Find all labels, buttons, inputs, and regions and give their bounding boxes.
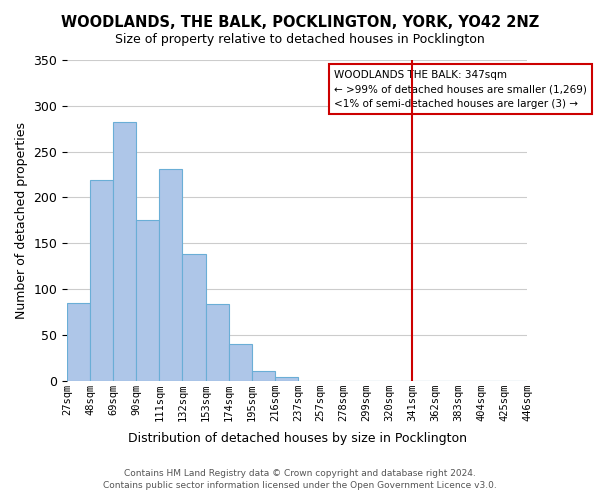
Bar (252, 370, 275, 380)
Bar (67, 302, 90, 380)
Text: WOODLANDS, THE BALK, POCKLINGTON, YORK, YO42 2NZ: WOODLANDS, THE BALK, POCKLINGTON, YORK, … (61, 15, 539, 30)
Text: WOODLANDS THE BALK: 347sqm
← >99% of detached houses are smaller (1,269)
<1% of : WOODLANDS THE BALK: 347sqm ← >99% of det… (334, 70, 587, 109)
Bar (206, 304, 229, 380)
Bar (229, 344, 252, 381)
X-axis label: Distribution of detached houses by size in Pocklington: Distribution of detached houses by size … (128, 432, 467, 445)
Text: Contains HM Land Registry data © Crown copyright and database right 2024.
Contai: Contains HM Land Registry data © Crown c… (103, 468, 497, 490)
Bar (136, 220, 160, 380)
Bar (182, 254, 206, 380)
Bar (160, 169, 182, 380)
Bar (275, 377, 298, 380)
Bar (113, 122, 136, 380)
Bar (90, 180, 113, 380)
Text: Size of property relative to detached houses in Pocklington: Size of property relative to detached ho… (115, 32, 485, 46)
Y-axis label: Number of detached properties: Number of detached properties (15, 122, 28, 319)
